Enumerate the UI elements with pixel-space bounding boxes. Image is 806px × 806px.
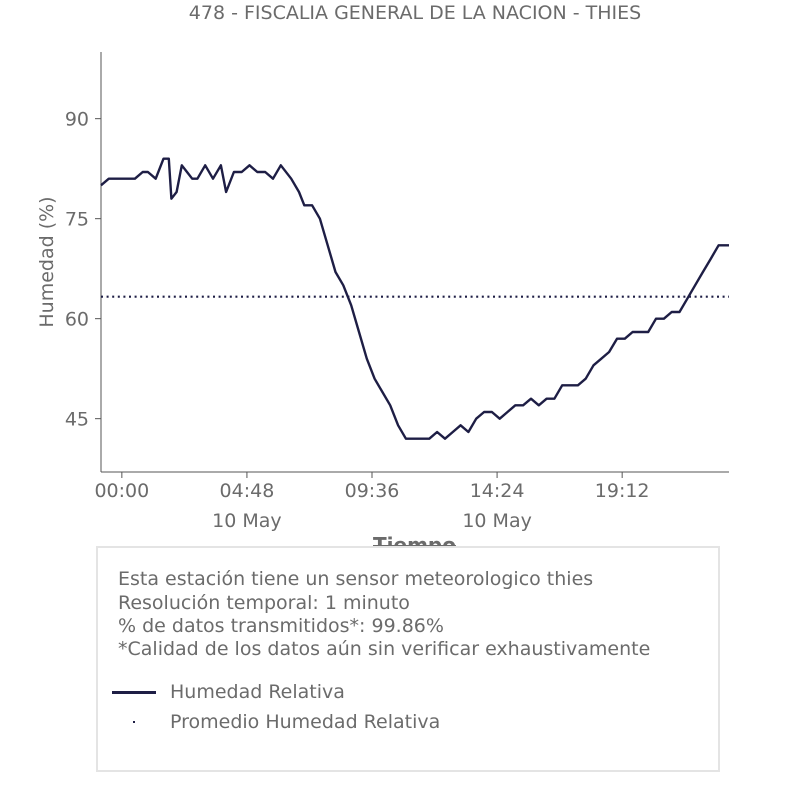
info-quality-text: *Calidad de los datos aún sin verificar … xyxy=(118,638,651,660)
y-tick-label: 60 xyxy=(65,309,89,331)
info-resolution-text: Resolución temporal: 1 minuto xyxy=(118,592,410,614)
x-tick-date-label: 10 May xyxy=(212,510,282,532)
legend-dotted-line-marker xyxy=(133,721,135,723)
x-tick-date-label: 10 May xyxy=(462,510,532,532)
chart-title: 478 - FISCALIA GENERAL DE LA NACION - TH… xyxy=(188,2,642,24)
x-tick-label: 04:48 xyxy=(220,480,275,502)
legend-label-average: Promedio Humedad Relativa xyxy=(170,711,441,733)
y-tick-label: 90 xyxy=(65,109,89,131)
x-tick-label: 09:36 xyxy=(345,480,400,502)
x-tick-label: 14:24 xyxy=(470,480,525,502)
y-tick-label: 45 xyxy=(65,409,89,431)
y-tick-label: 75 xyxy=(65,209,89,231)
legend-info-box: Esta estación tiene un sensor meteorolog… xyxy=(96,546,720,772)
legend-label-humidity: Humedad Relativa xyxy=(170,681,345,703)
humidity-chart: 45 60 75 90 00:00 04:48 10 May 09:36 14:24 10 May… xyxy=(36,52,729,532)
x-tick-label: 00:00 xyxy=(94,480,149,502)
info-sensor-text: Esta estación tiene un sensor meteorolog… xyxy=(118,568,594,590)
x-tick-label: 19:12 xyxy=(595,480,650,502)
y-axis-title: Humedad (%) xyxy=(36,196,58,327)
legend-solid-line-marker xyxy=(112,691,156,694)
info-transmitted-text: % de datos transmitidos*: 99.86% xyxy=(118,615,444,637)
humidity-series-line xyxy=(100,157,729,440)
